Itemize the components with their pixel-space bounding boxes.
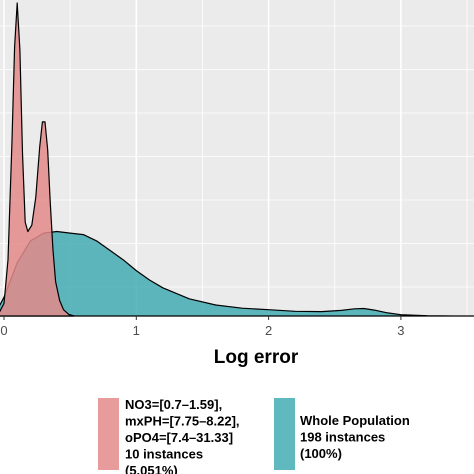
legend-line: mxPH=[7.75–8.22], xyxy=(125,414,240,429)
legend: NO3=[0.7–1.59], mxPH=[7.75–8.22], oPO4=[7.… xyxy=(98,397,410,474)
x-tick-label: 3 xyxy=(397,323,404,338)
legend-line: 10 instances xyxy=(125,447,203,462)
x-tick-label: 0 xyxy=(0,323,7,338)
legend-line: Whole Population xyxy=(300,413,410,428)
legend-key-population xyxy=(274,398,295,470)
legend-line: 198 instances xyxy=(300,430,385,445)
x-tick-label: 1 xyxy=(133,323,140,338)
legend-key-subgroup xyxy=(98,398,119,470)
legend-line: oPO4=[7.4–31.33] xyxy=(125,430,233,445)
x-axis-ticks: 0 1 2 3 xyxy=(0,316,405,338)
legend-line: (5.051%) xyxy=(125,463,178,474)
density-curves xyxy=(0,2,474,317)
legend-label-population: Whole Population 198 instances (100%) xyxy=(300,413,410,461)
subgroup-density-area xyxy=(0,2,75,317)
legend-label-subgroup: NO3=[0.7–1.59], mxPH=[7.75–8.22], oPO4=[7.… xyxy=(125,397,240,474)
x-tick-label: 2 xyxy=(265,323,272,338)
legend-line: (100%) xyxy=(300,446,342,461)
legend-line: NO3=[0.7–1.59], xyxy=(125,397,222,412)
x-axis-title: Log error xyxy=(214,347,299,368)
